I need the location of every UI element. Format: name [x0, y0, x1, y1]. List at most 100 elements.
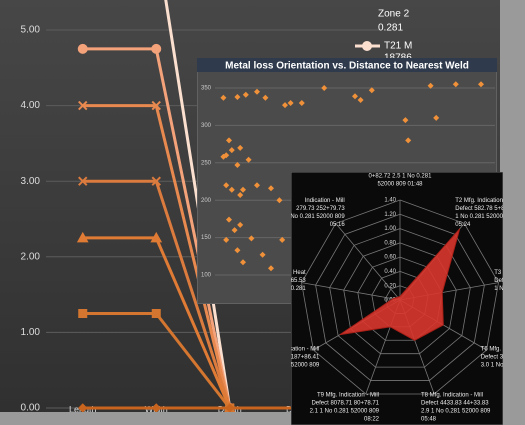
marker [151, 309, 161, 318]
marker [150, 231, 163, 243]
data-point [237, 221, 244, 228]
data-point [268, 265, 274, 272]
y-tick-label: 0.00 [21, 403, 41, 414]
data-point [282, 102, 288, 109]
data-point [352, 93, 358, 100]
data-point [452, 81, 459, 88]
axis-label: 52000 809 [291, 363, 320, 369]
axis-label: 2.1 1 No 0.281 52000 809 [310, 409, 380, 415]
annotation: 0.281 [378, 23, 403, 34]
marker [78, 403, 88, 412]
axis-label: Indication - Mill [279, 347, 319, 353]
axis-label: Defect 74 [494, 278, 520, 284]
axis-label: T8 Mfg. Indication - Mill [421, 393, 483, 399]
radar-chart-window: 0.000.200.400.600.801.001.201.400+82.72 … [279, 172, 525, 425]
axis-label: 279.73 252+79.73 [296, 206, 345, 212]
marker [78, 309, 88, 318]
radar-area [339, 228, 461, 341]
data-point [321, 84, 328, 91]
axis-label: 265.53 [287, 278, 306, 284]
data-point [223, 182, 230, 189]
axis-label: 3.0 1 No 0.28 [481, 363, 518, 369]
data-point [478, 81, 484, 88]
axis-label: 187+86.41 [291, 355, 320, 361]
marker [76, 231, 89, 243]
y-tick-label: 150 [201, 235, 212, 241]
axis-label: 1 No 0.281 52000 809 [285, 214, 345, 220]
axis-label: 05:16 [330, 222, 346, 228]
data-point [234, 162, 241, 169]
data-point [242, 91, 249, 98]
axis-label: 1 No 0.281 52000 809 [455, 214, 515, 220]
data-point [368, 87, 375, 94]
data-point [287, 99, 294, 106]
data-point [357, 96, 364, 103]
axis-label: Indication - Mill [305, 198, 345, 204]
marker [151, 403, 161, 412]
data-point [254, 182, 260, 189]
marker [78, 176, 88, 186]
y-tick-label: 5.00 [21, 25, 41, 36]
axis-label: No 0.281 [281, 286, 306, 292]
data-point [226, 137, 232, 144]
radial-tick-label: 0.60 [384, 255, 396, 261]
title-bar [197, 58, 497, 72]
axis-label: Defect 8078.71 80+78.71 [311, 401, 379, 407]
data-point [228, 186, 235, 193]
data-point [240, 186, 246, 193]
radial-tick-label: 0.80 [384, 240, 396, 246]
data-point [254, 88, 260, 95]
radial-tick-label: 1.20 [384, 212, 396, 218]
data-point [245, 156, 252, 163]
axis-label: T9 Mfg. Indication - Mill [317, 393, 379, 399]
chart-title: Metal loss Orientation vs. Distance to N… [225, 61, 469, 72]
y-tick-label: 350 [201, 86, 212, 92]
axis-label: 52000 809 01:48 [377, 182, 423, 188]
marker [151, 43, 162, 54]
data-point [298, 99, 305, 106]
y-tick-label: 300 [201, 123, 212, 129]
spoke [301, 282, 401, 301]
grid-ring [315, 213, 485, 381]
marker [78, 100, 88, 111]
axis-label: T6 Mfg. Indication - Mill [481, 347, 525, 353]
data-point [234, 247, 241, 254]
y-tick-label: 2.00 [21, 251, 41, 262]
axis-label: Defect 582.78 5+82 [455, 206, 508, 212]
y-tick-label: 1.00 [21, 327, 41, 338]
data-point [279, 236, 286, 243]
legend-marker [362, 41, 372, 51]
axis-label: 0+82.72 2.5 1 No 0.281 [369, 174, 433, 180]
legend-label: T21 M [384, 41, 412, 52]
data-point [228, 147, 235, 154]
radial-tick-label: 1.00 [384, 226, 396, 232]
marker [151, 100, 161, 111]
data-point [276, 197, 283, 204]
y-tick-label: 100 [201, 273, 212, 279]
y-tick-label: 4.00 [21, 100, 41, 111]
axis-label: Defect 4433.83 44+33.83 [421, 401, 489, 407]
data-point [427, 82, 434, 89]
data-point [262, 94, 269, 101]
data-point [259, 251, 266, 258]
grid-ring [329, 228, 471, 368]
radial-tick-label: 1.40 [384, 198, 396, 204]
axis-label: T3 Mfg. [494, 270, 515, 276]
annotation: Zone 2 [378, 9, 410, 20]
y-tick-label: 250 [201, 160, 212, 166]
data-point [234, 93, 241, 100]
data-point [237, 144, 244, 151]
marker [225, 403, 235, 412]
spoke [335, 223, 401, 301]
axis-label: 2.9 1 No 0.281 52000 809 [421, 409, 491, 415]
data-point [237, 191, 244, 198]
data-point [220, 94, 227, 101]
data-point [223, 236, 230, 243]
y-tick-label: 200 [201, 198, 212, 204]
data-point [433, 114, 440, 121]
data-point [223, 152, 230, 159]
axis-label: Defect 3558. [481, 355, 515, 361]
y-tick-label: 3.00 [21, 176, 41, 187]
data-point [248, 235, 255, 242]
